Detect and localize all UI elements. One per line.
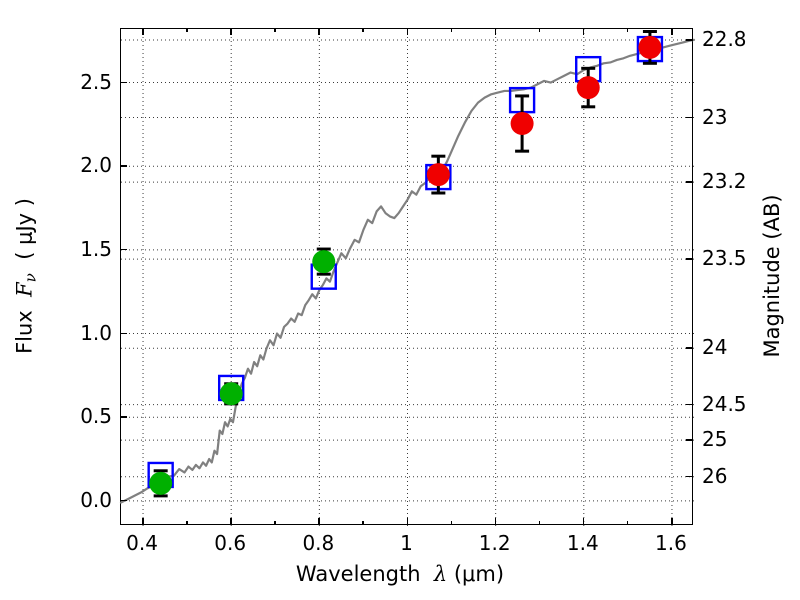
observed-photometry-point: [219, 382, 243, 406]
y2-tick-major: [686, 403, 693, 406]
x-tick-major-top: [670, 28, 673, 35]
flux-symbol: F: [12, 282, 37, 297]
y-tick-major: [120, 332, 127, 335]
x-axis-title: Wavelength λ (μm): [296, 562, 504, 586]
y-tick-label: 0.0: [80, 487, 112, 512]
y2-tick-major: [686, 347, 693, 349]
x-tick-label: 1.2: [478, 531, 511, 555]
x-tick-major: [142, 518, 144, 525]
y-axis-title-prefix: Flux: [12, 310, 37, 354]
y-tick-label: 2.5: [80, 69, 112, 94]
y2-tick-major: [686, 116, 693, 119]
y-tick-label: 0.5: [80, 404, 112, 429]
x-tick-major-top: [406, 28, 409, 35]
observed-photometry-point: [312, 250, 336, 274]
x-tick-minor-top: [450, 28, 453, 32]
x-tick-major: [494, 518, 497, 525]
y2-tick-label: 26: [702, 463, 728, 488]
plot-area: [119, 28, 696, 526]
y2-tick-label: 23: [702, 104, 728, 129]
x-tick-minor: [450, 521, 453, 525]
x-tick-label: 1.6: [655, 531, 687, 555]
y-tick-label: 1.5: [80, 236, 112, 261]
observed-photometry-point: [576, 76, 600, 100]
y2-tick-major: [686, 39, 693, 41]
x-tick-major-top: [318, 28, 320, 35]
x-tick-minor: [626, 521, 629, 525]
y-tick-label: 2.0: [80, 153, 112, 178]
observed-photometry-point: [510, 112, 534, 136]
y-tick-major: [120, 248, 127, 251]
y2-tick-label: 24.5: [702, 391, 747, 416]
data-layer: [119, 30, 696, 504]
grid-layer: [121, 29, 694, 526]
x-tick-major: [670, 518, 673, 525]
x-tick-label: 1.4: [566, 531, 599, 555]
x-tick-minor: [186, 521, 188, 525]
x-tick-label: 0.8: [302, 531, 335, 555]
template-spectrum-line: [119, 38, 696, 504]
y-tick-major: [120, 416, 127, 418]
y-tick-major: [120, 81, 127, 84]
x-tick-label: 0.6: [214, 531, 247, 555]
y2-tick-major: [686, 258, 693, 260]
x-tick-major: [582, 518, 585, 525]
y2-tick-label: 24: [702, 335, 728, 360]
y2-tick-label: 22.8: [702, 27, 747, 52]
y2-tick-label: 23.5: [702, 246, 747, 271]
x-tick-label: 0.4: [126, 531, 158, 555]
x-tick-major: [318, 518, 320, 525]
x-axis-title-prefix: Wavelength: [295, 562, 421, 586]
observed-photometry-point: [149, 471, 173, 495]
y-axis-right-title: Magnitude (AB): [760, 194, 784, 358]
y-axis-title-units: ( μJy ): [12, 198, 37, 260]
y2-tick-major: [686, 439, 693, 441]
y2-tick-label: 25: [702, 427, 728, 452]
x-tick-minor: [362, 521, 365, 525]
y-tick-major: [120, 165, 127, 167]
nu-subscript: ν: [21, 273, 40, 283]
y2-tick-major: [686, 181, 693, 183]
x-tick-major: [230, 518, 232, 525]
y2-tick-major: [686, 475, 693, 478]
x-tick-minor: [538, 521, 541, 525]
x-tick-minor-top: [274, 28, 276, 32]
x-tick-major-top: [142, 28, 144, 35]
x-axis-title-units: (μm): [453, 562, 505, 586]
x-tick-major-top: [230, 28, 232, 35]
x-tick-minor: [274, 521, 276, 525]
lambda-symbol: λ: [433, 562, 448, 586]
x-tick-major-top: [494, 28, 497, 35]
y-tick-label: 1.0: [80, 320, 112, 345]
observed-photometry-point: [638, 35, 662, 59]
y2-tick-label: 23.2: [702, 169, 747, 194]
x-tick-minor-top: [362, 28, 365, 32]
x-tick-minor-top: [626, 28, 629, 32]
x-tick-minor-top: [538, 28, 541, 32]
x-tick-minor-top: [186, 28, 188, 32]
y-axis-left-title: Flux Fν ( μJy ): [12, 198, 39, 354]
x-tick-major-top: [582, 28, 585, 35]
observed-photometry-point: [426, 163, 450, 187]
x-tick-major: [406, 518, 409, 525]
y-tick-major: [120, 499, 127, 502]
x-tick-label: 1: [400, 531, 413, 555]
